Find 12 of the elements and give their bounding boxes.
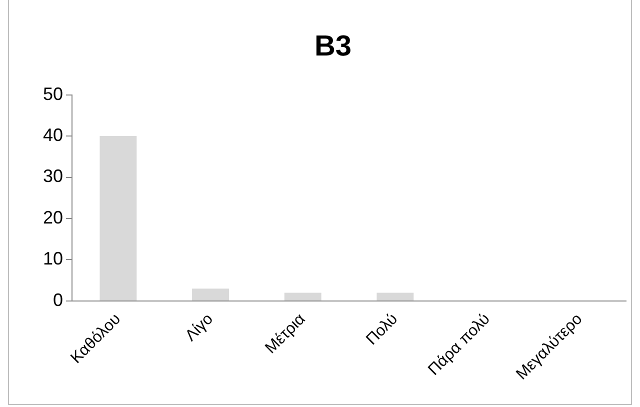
y-tick-label: 30 bbox=[42, 166, 64, 186]
y-tick-label: 10 bbox=[42, 248, 64, 269]
y-tick-label: 50 bbox=[42, 84, 64, 104]
y-tick-label: 0 bbox=[53, 290, 64, 310]
bar bbox=[376, 292, 414, 300]
chart-title: B3 bbox=[314, 30, 352, 62]
y-tick-label: 20 bbox=[42, 207, 64, 228]
x-tick-label: Λίγο bbox=[182, 310, 217, 345]
bar bbox=[284, 292, 322, 300]
y-tick-label: 40 bbox=[42, 125, 64, 145]
bar bbox=[192, 288, 229, 300]
bar bbox=[100, 136, 137, 300]
